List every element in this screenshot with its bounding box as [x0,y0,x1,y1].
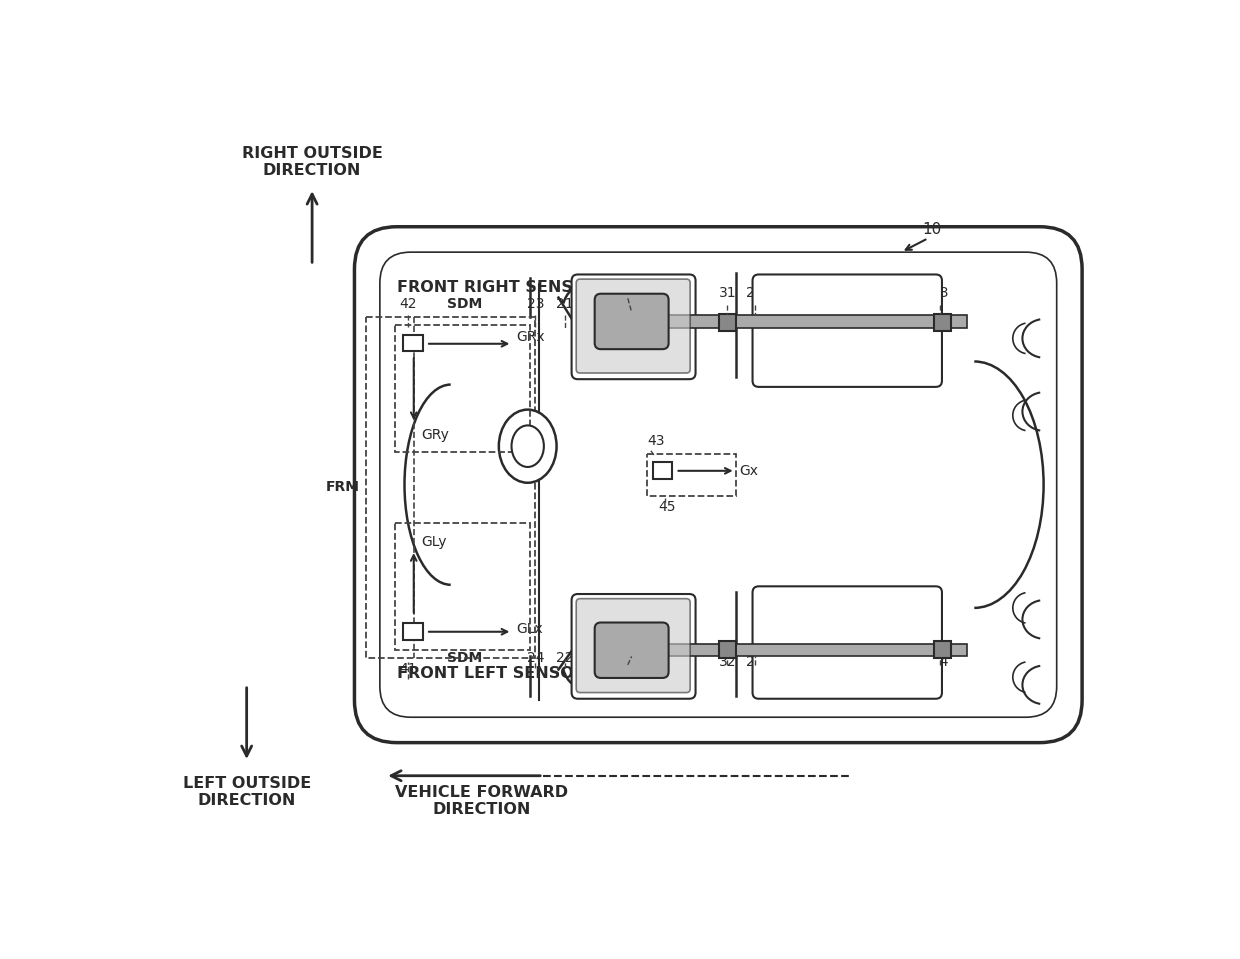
Text: 41: 41 [399,662,417,676]
Bar [934,314,951,331]
Ellipse shape [512,426,544,467]
FancyBboxPatch shape [595,293,668,349]
Text: 22: 22 [556,651,573,665]
Text: RIGHT OUTSIDE
DIRECTION: RIGHT OUTSIDE DIRECTION [242,146,382,178]
Bar [719,314,735,331]
Text: Gx: Gx [739,464,759,478]
Text: SDM: SDM [446,296,482,311]
FancyBboxPatch shape [577,598,691,692]
Text: 31: 31 [719,286,737,300]
Text: 25: 25 [613,280,630,293]
Bar [934,641,951,658]
FancyBboxPatch shape [595,622,668,678]
Ellipse shape [498,409,557,482]
Text: 10: 10 [923,222,941,237]
Text: GRy: GRy [422,428,449,442]
Bar [403,623,423,641]
Text: LEFT OUTSIDE
DIRECTION: LEFT OUTSIDE DIRECTION [182,776,311,808]
Text: 21: 21 [556,296,573,311]
Text: 24: 24 [527,651,544,665]
FancyBboxPatch shape [753,586,942,699]
Bar [601,644,967,656]
Text: 43: 43 [647,433,665,448]
Text: 42: 42 [399,296,417,311]
Bar [403,335,423,351]
Bar [366,316,536,658]
FancyBboxPatch shape [753,274,942,386]
Text: GRx: GRx [516,330,544,344]
Text: FRONT LEFT SENSOR: FRONT LEFT SENSOR [397,667,585,681]
Text: 33: 33 [932,286,950,300]
Bar [719,641,735,658]
Bar [601,316,967,328]
Text: 26: 26 [613,656,630,669]
FancyBboxPatch shape [572,274,696,379]
Bar [396,524,529,650]
Text: 27: 27 [745,286,763,300]
FancyBboxPatch shape [577,279,691,373]
Text: GLy: GLy [422,535,446,550]
Text: VEHICLE FORWARD
DIRECTION: VEHICLE FORWARD DIRECTION [394,785,568,817]
FancyBboxPatch shape [572,594,696,699]
Text: 34: 34 [932,656,950,669]
Text: 45: 45 [658,500,676,514]
Bar [647,454,735,496]
Text: 28: 28 [745,656,764,669]
Bar [396,324,529,452]
Bar [653,461,672,479]
Text: FRONT RIGHT SENSOR: FRONT RIGHT SENSOR [397,280,599,295]
Text: SDM: SDM [446,651,482,665]
Text: 23: 23 [527,296,544,311]
Text: FRM: FRM [326,480,360,494]
Text: 32: 32 [719,656,737,669]
Text: GLx: GLx [516,622,543,637]
FancyBboxPatch shape [355,226,1083,742]
